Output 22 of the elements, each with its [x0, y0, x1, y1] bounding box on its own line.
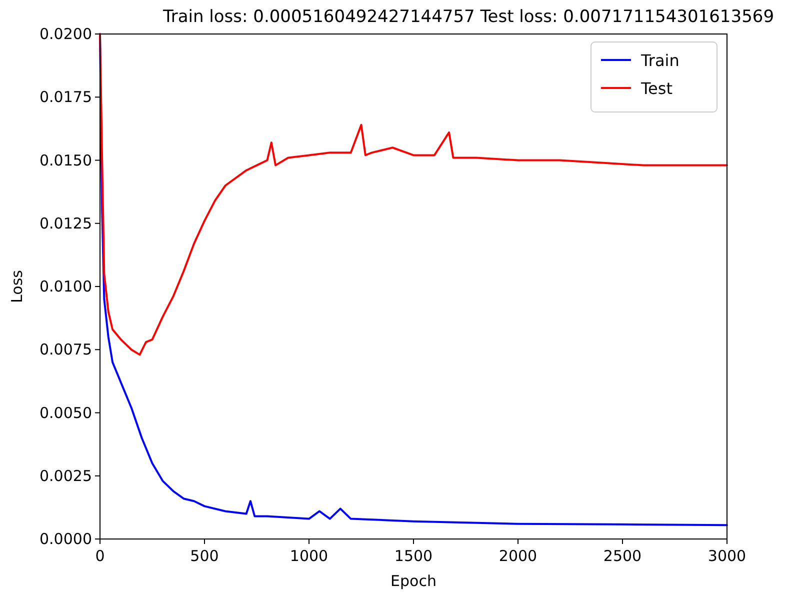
line-series [99, 33, 728, 356]
y-tick-label: 0.0175 [40, 88, 92, 106]
x-tick-label: 1000 [290, 547, 328, 565]
y-tick-label: 0.0075 [40, 340, 92, 359]
y-tick-label: 0.0000 [40, 530, 92, 548]
x-tick-label: 2500 [603, 547, 642, 565]
x-tick-label: 2000 [498, 547, 538, 565]
y-tick-label: 0.0050 [40, 404, 92, 422]
y-tick-label: 0.0150 [40, 151, 92, 170]
legend-label: Test [640, 79, 673, 98]
chart-title: Train loss: 0.0005160492427144757 Test loss: 0.007171154301613569 [162, 7, 774, 27]
y-axis-title: Loss [8, 270, 26, 303]
y-tick-label: 0.0025 [40, 466, 92, 485]
x-tick-label: 0 [95, 547, 105, 565]
y-tick-label: 0.0100 [40, 278, 92, 296]
y-tick-label: 0.0200 [40, 25, 92, 43]
x-tick-label: 500 [190, 547, 219, 565]
y-tick-label: 0.0125 [40, 214, 92, 232]
x-axis-title: Epoch [390, 572, 436, 590]
x-tick-label: 3000 [708, 547, 746, 565]
x-tick-label: 1500 [394, 547, 433, 565]
legend-label: Train [640, 51, 680, 70]
